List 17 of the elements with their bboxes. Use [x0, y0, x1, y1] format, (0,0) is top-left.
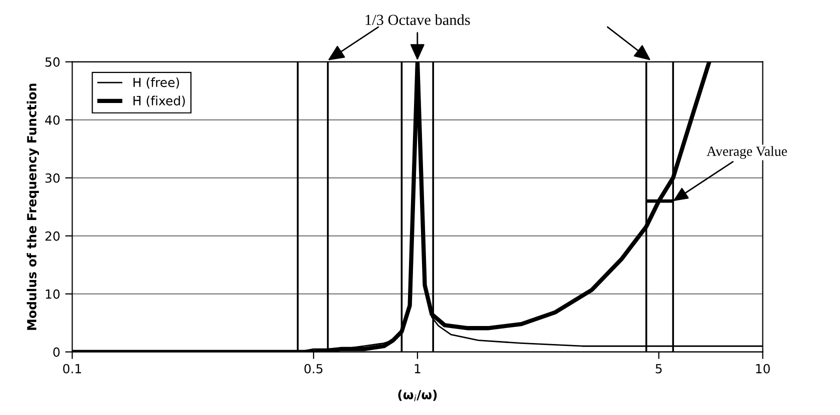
legend-label: H (free): [134, 77, 179, 89]
x-tick-label: 5: [656, 364, 662, 374]
y-axis-title: Modulus of the Frequency Function: [26, 84, 39, 330]
x-tick-label: 1: [414, 364, 420, 374]
x-tick-label: 0.5: [304, 364, 322, 374]
y-tick-label: 10: [46, 289, 60, 299]
y-tick-label: 0: [53, 347, 60, 357]
y-tick-label: 20: [45, 231, 60, 241]
x-tick-label: 0.1: [63, 364, 82, 374]
x-axis-title: (ω$_{i}$/ω): [398, 390, 437, 402]
y-tick-label: 50: [45, 57, 60, 67]
annotation: Average Value: [706, 146, 787, 159]
y-tick-label: 40: [45, 115, 60, 125]
text: 1/3 Octave bands: [366, 14, 470, 26]
y-tick-label: 30: [45, 173, 60, 183]
x-tick-label: 10: [756, 364, 770, 374]
legend-label: H̄ (fixed): [134, 96, 185, 107]
